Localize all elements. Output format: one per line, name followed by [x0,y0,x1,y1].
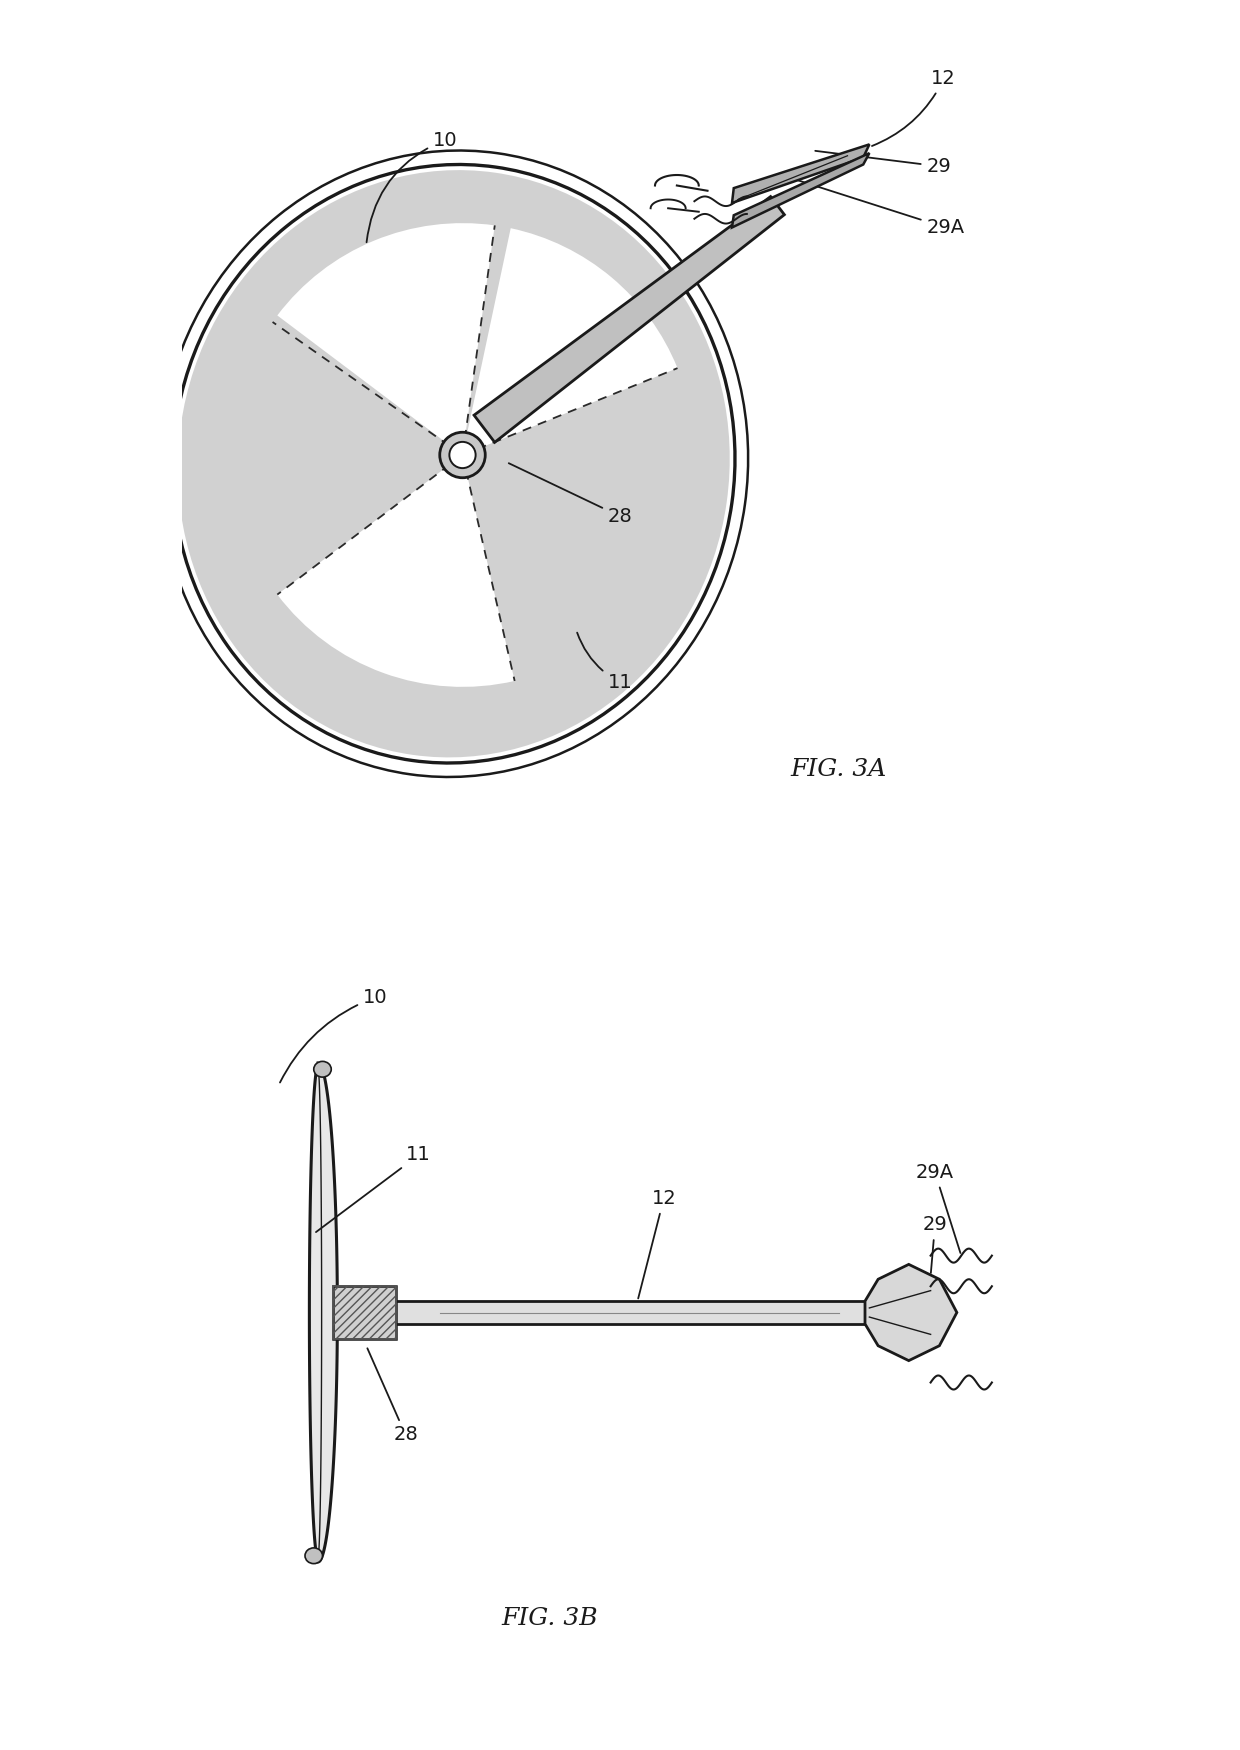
Ellipse shape [440,432,485,478]
Text: 29A: 29A [797,180,965,236]
Ellipse shape [305,1547,322,1564]
Polygon shape [396,1302,866,1323]
Text: 28: 28 [367,1348,418,1444]
Polygon shape [866,1264,957,1362]
Text: 29A: 29A [916,1164,961,1253]
Polygon shape [334,1286,396,1339]
Text: 29: 29 [923,1216,947,1272]
Text: FIG. 3B: FIG. 3B [502,1606,599,1631]
Text: 11: 11 [316,1146,432,1232]
Text: FIG. 3A: FIG. 3A [791,758,887,782]
Text: 12: 12 [639,1190,676,1298]
Text: 12: 12 [872,70,956,145]
Ellipse shape [177,170,730,758]
Text: 11: 11 [577,634,632,691]
Polygon shape [732,152,869,228]
Text: 10: 10 [367,131,458,242]
Wedge shape [278,224,495,455]
Ellipse shape [314,1060,331,1076]
Text: 10: 10 [280,989,387,1083]
Wedge shape [463,228,677,455]
Wedge shape [278,455,515,686]
Text: 28: 28 [508,464,632,525]
Polygon shape [732,144,869,203]
Polygon shape [309,1062,337,1561]
Text: 29: 29 [815,150,951,175]
Ellipse shape [449,441,476,467]
Polygon shape [474,196,785,443]
